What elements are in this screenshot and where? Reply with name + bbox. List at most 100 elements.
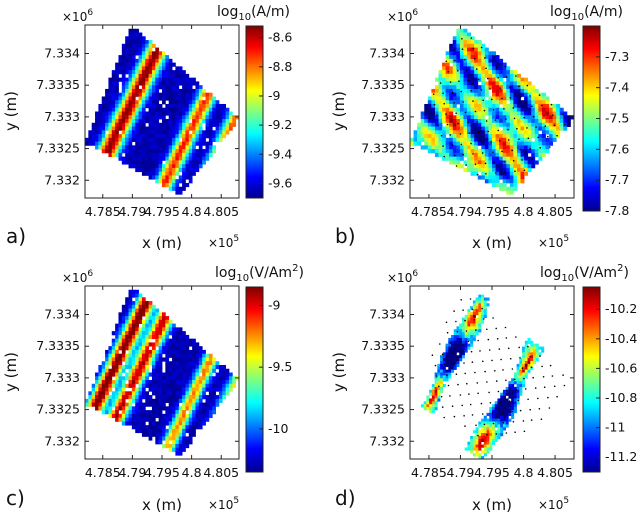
heatmap-cell [141, 425, 146, 430]
heatmap-cell [141, 304, 146, 309]
heatmap-cell [172, 398, 176, 403]
heatmap-cell [475, 435, 479, 440]
heatmap-cell [125, 312, 129, 317]
heatmap-cell [522, 346, 526, 350]
heatmap-cell [145, 81, 150, 86]
heatmap-cell [158, 380, 163, 385]
heatmap-cell [509, 73, 514, 79]
heatmap-cell [524, 343, 528, 347]
heatmap-cell [520, 167, 525, 173]
heatmap-cell [121, 364, 126, 370]
heatmap-cell [445, 81, 450, 86]
heatmap-cell [165, 443, 170, 449]
heatmap-cell [492, 73, 496, 79]
station-point [556, 134, 558, 137]
heatmap-cell [500, 412, 504, 417]
heatmap-cell [483, 453, 487, 457]
heatmap-cell [513, 381, 517, 385]
heatmap-cell [212, 107, 216, 112]
heatmap-cell [463, 160, 468, 165]
heatmap-cell [520, 152, 525, 158]
heatmap-cell [531, 145, 536, 150]
heatmap-cell [505, 386, 509, 391]
heatmap-cell [481, 149, 486, 154]
heatmap-cell [502, 404, 506, 408]
heatmap-cell [141, 81, 146, 86]
heatmap-cell [155, 149, 160, 154]
heatmap-cell [205, 141, 210, 146]
heatmap-cell [115, 66, 119, 71]
heatmap-cell [212, 119, 216, 124]
heatmap-cell [138, 81, 143, 86]
heatmap-cell [121, 145, 126, 150]
heatmap-cell [168, 141, 173, 146]
heatmap-cell [208, 152, 213, 158]
station-point [539, 147, 541, 149]
heatmap-cell [188, 134, 193, 139]
heatmap-cell [131, 73, 136, 79]
station-point [472, 100, 474, 102]
heatmap-cell [131, 134, 136, 139]
heatmap-cell [474, 47, 479, 52]
heatmap-cell [162, 130, 166, 135]
heatmap-cell [481, 444, 485, 448]
heatmap-cell [527, 126, 532, 131]
heatmap-cell [158, 413, 163, 419]
heatmap-cell [178, 383, 183, 388]
heatmap-cell [520, 107, 525, 112]
heatmap-cell [138, 130, 143, 135]
heatmap-cell [516, 149, 521, 154]
heatmap-cell [470, 323, 474, 327]
heatmap-cell [108, 141, 113, 146]
y-tick-label: 7.332 [44, 172, 80, 187]
heatmap-cell [506, 186, 511, 191]
heatmap-cell [538, 137, 543, 142]
heatmap-cell [459, 340, 463, 344]
heatmap-cell [195, 126, 200, 131]
heatmap-cell [105, 107, 109, 112]
heatmap-cell [477, 73, 482, 79]
heatmap-cell [88, 398, 93, 403]
heatmap-cell [182, 134, 186, 139]
heatmap-cell [131, 312, 136, 317]
heatmap-cell [125, 149, 129, 154]
heatmap-cell [492, 126, 496, 131]
heatmap-cell [463, 100, 468, 105]
heatmap-cell [125, 319, 129, 325]
heatmap-cell [95, 387, 99, 392]
station-point [468, 393, 470, 395]
heatmap-cell [472, 326, 476, 330]
heatmap-cell [188, 92, 193, 97]
heatmap-cell [552, 137, 557, 142]
heatmap-cell [434, 152, 439, 158]
heatmap-cell [172, 387, 176, 392]
heatmap-cell [492, 137, 496, 142]
heatmap-cell [511, 384, 515, 388]
heatmap-cell [135, 58, 139, 64]
heatmap-cell [138, 145, 143, 150]
heatmap-cell [513, 130, 518, 135]
heatmap-cell [188, 167, 193, 173]
heatmap-cell [111, 372, 116, 377]
heatmap-cell [135, 77, 139, 82]
heatmap-cell [467, 134, 472, 139]
heatmap-cell [175, 334, 180, 340]
heatmap-cell [494, 401, 498, 405]
heatmap-cell [559, 119, 564, 124]
heatmap-cell [488, 107, 493, 112]
heatmap-cell [135, 417, 139, 422]
heatmap-cell [168, 319, 173, 325]
heatmap-cell [158, 160, 163, 165]
heatmap-cell [467, 96, 472, 101]
station-point [492, 422, 495, 425]
heatmap-cell [118, 111, 123, 116]
heatmap-cell [91, 126, 96, 131]
heatmap-cell [438, 70, 443, 75]
heatmap-cell [178, 395, 183, 400]
heatmap-cell [188, 398, 193, 403]
heatmap-cell [448, 369, 452, 373]
heatmap-cell [232, 119, 237, 124]
heatmap-cell [506, 152, 511, 158]
heatmap-cell [440, 369, 444, 373]
